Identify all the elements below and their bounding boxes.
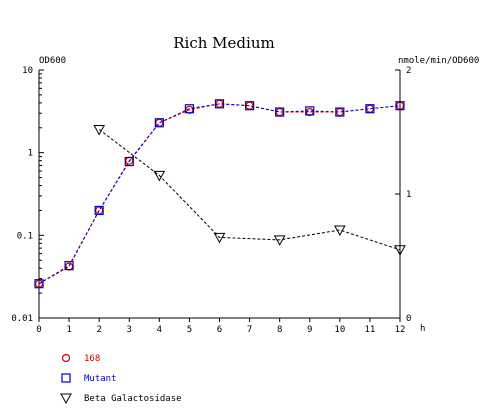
chart-title: Rich Medium [173, 34, 274, 52]
series-point-2 [153, 170, 166, 182]
y-left-tick-label: 0.01 [11, 314, 33, 324]
y-right-tick-label: 2 [406, 66, 411, 76]
y-right-tick-label: 1 [406, 190, 411, 200]
series-point-2 [93, 125, 106, 136]
legend-label-2: Beta Galactosidase [84, 394, 182, 404]
x-tick-label: 12 [395, 325, 406, 335]
x-tick-label: 10 [334, 325, 345, 335]
x-tick-label: 11 [364, 325, 375, 335]
series-point-0 [64, 262, 74, 271]
series-point-1 [395, 101, 405, 111]
series-point-1 [154, 118, 164, 128]
y-left-tick-label: 1 [28, 149, 33, 159]
series-point-1 [184, 104, 195, 114]
series-point-1 [244, 101, 255, 111]
legend-marker-1 [61, 373, 71, 383]
series-line-1 [38, 103, 401, 285]
series-point-1 [214, 99, 225, 109]
series-point-1 [335, 107, 345, 117]
series-point-2 [333, 225, 346, 236]
x-tick-label: 5 [187, 325, 192, 335]
x-tick-label: 6 [217, 325, 222, 335]
x-tick-label: 4 [157, 325, 162, 335]
y-left-axis-label: OD600 [39, 56, 66, 66]
x-tick-label: 2 [96, 325, 101, 335]
x-tick-label: 8 [277, 325, 282, 335]
x-tick-label: 3 [127, 325, 132, 335]
series-point-2 [394, 245, 406, 256]
series-point-1 [94, 205, 104, 216]
series-point-2 [213, 232, 226, 244]
y-right-axis-label: nmole/min/OD600 [398, 56, 479, 66]
series-point-1 [124, 156, 134, 167]
legend-marker-2 [60, 393, 72, 405]
y-left-tick-label: 0.1 [17, 231, 33, 241]
y-right-tick-label: 0 [406, 314, 411, 324]
legend-marker-0 [61, 353, 71, 363]
series-point-1 [64, 261, 74, 271]
legend-label-0: 168 [84, 354, 100, 364]
series-point-1 [34, 279, 44, 289]
x-tick-label: 7 [247, 325, 252, 335]
series-point-1 [305, 106, 315, 116]
x-tick-label: 1 [66, 325, 71, 335]
x-axis-unit-label: h [420, 324, 425, 334]
legend-label-1: Mutant [84, 374, 117, 384]
y-left-tick-label: 10 [22, 66, 33, 76]
legend: 168 Mutant Beta Galactosidase [60, 353, 182, 405]
x-tick-label: 9 [307, 325, 312, 335]
series-line-2 [98, 129, 401, 251]
series-point-1 [275, 107, 285, 117]
series-point-1 [365, 104, 375, 114]
data-marks [34, 99, 406, 289]
series-line-0 [38, 103, 401, 285]
series-point-2 [273, 235, 286, 246]
x-tick-label: 0 [36, 325, 41, 335]
